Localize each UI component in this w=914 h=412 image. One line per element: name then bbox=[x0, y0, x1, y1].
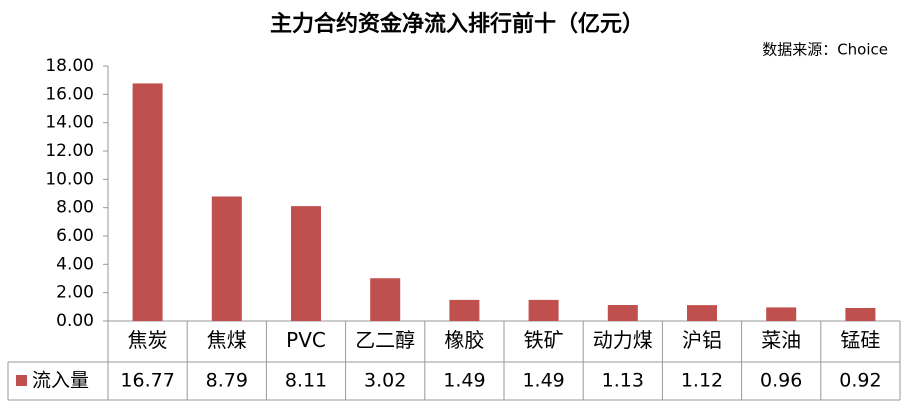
bar bbox=[370, 278, 401, 321]
chart-title: 主力合约资金净流入排行前十（亿元） bbox=[270, 11, 644, 37]
y-tick-label: 14.00 bbox=[45, 113, 94, 133]
source-note: 数据来源：Choice bbox=[762, 41, 888, 59]
table-value: 16.77 bbox=[120, 370, 174, 392]
table-value: 1.49 bbox=[443, 370, 485, 392]
x-tick-label: 动力煤 bbox=[593, 328, 653, 352]
x-tick-label: 铁矿 bbox=[524, 328, 564, 352]
bar bbox=[291, 206, 321, 321]
y-tick-label: 16.00 bbox=[45, 84, 94, 104]
x-tick-label: PVC bbox=[286, 328, 326, 352]
table-value: 0.96 bbox=[760, 370, 802, 392]
table-value: 0.92 bbox=[839, 370, 881, 392]
y-tick-label: 18.00 bbox=[45, 56, 94, 76]
y-tick-label: 12.00 bbox=[45, 141, 94, 161]
x-tick-label: 橡胶 bbox=[444, 328, 484, 352]
table-value: 8.79 bbox=[206, 370, 248, 392]
table-value: 1.49 bbox=[522, 370, 564, 392]
x-tick-label: 焦炭 bbox=[128, 328, 168, 352]
y-tick-label: 0.00 bbox=[56, 311, 94, 331]
y-tick-label: 6.00 bbox=[56, 226, 94, 246]
table-value: 1.13 bbox=[602, 370, 644, 392]
legend-key bbox=[16, 375, 27, 386]
y-tick-label: 10.00 bbox=[45, 169, 94, 189]
table-value: 1.12 bbox=[681, 370, 723, 392]
bar bbox=[211, 196, 242, 321]
legend-label: 流入量 bbox=[32, 370, 89, 392]
bar bbox=[449, 299, 480, 321]
y-tick-label: 2.00 bbox=[56, 283, 94, 303]
bar bbox=[528, 299, 559, 321]
bar bbox=[845, 307, 876, 321]
x-tick-label: 焦煤 bbox=[207, 328, 247, 352]
bar bbox=[766, 307, 797, 321]
y-tick-label: 4.00 bbox=[56, 254, 94, 274]
x-tick-label: 菜油 bbox=[761, 328, 801, 352]
bar bbox=[607, 304, 638, 321]
table-value: 8.11 bbox=[285, 370, 327, 392]
x-tick-label: 乙二醇 bbox=[355, 328, 415, 352]
x-tick-label: 沪铝 bbox=[682, 328, 722, 352]
bar bbox=[687, 305, 717, 321]
x-tick-label: 锰硅 bbox=[840, 328, 880, 352]
bar bbox=[132, 83, 163, 321]
table-value: 3.02 bbox=[364, 370, 406, 392]
y-tick-label: 8.00 bbox=[56, 198, 94, 218]
